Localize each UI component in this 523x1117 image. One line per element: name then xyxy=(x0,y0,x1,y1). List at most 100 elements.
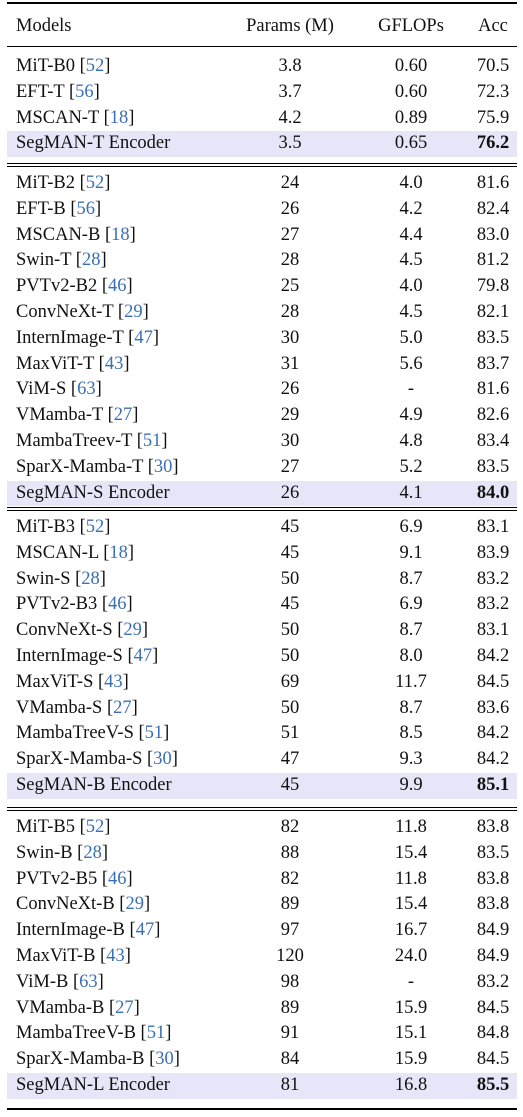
bottom-rule xyxy=(7,1108,517,1110)
acc-cell: 84.5 xyxy=(476,1049,510,1070)
table-row: InternImage-T [47] 30 5.0 83.5 xyxy=(7,326,517,352)
model-cell: SparX-Mamba-S [30] xyxy=(16,749,178,770)
citation-link[interactable]: 52 xyxy=(85,173,105,193)
citation-link[interactable]: 52 xyxy=(85,517,105,537)
gflops-cell: 9.3 xyxy=(399,749,423,770)
gflops-cell: 4.5 xyxy=(399,302,423,322)
citation-link[interactable]: 63 xyxy=(77,379,96,400)
citation-link[interactable]: 29 xyxy=(125,894,144,915)
citation-link[interactable]: 51 xyxy=(146,1023,166,1044)
params-cell: 3.8 xyxy=(278,56,302,76)
citation-link[interactable]: 46 xyxy=(108,594,127,615)
params-cell: 31 xyxy=(280,353,300,374)
model-name: MambaTreeV-B xyxy=(16,1023,136,1044)
gflops-cell: 24.0 xyxy=(394,946,428,966)
header-models: Models xyxy=(16,16,72,36)
acc-cell: 84.2 xyxy=(476,723,510,744)
citation-link[interactable]: 51 xyxy=(142,431,162,451)
table-row: EFT-B [56] 26 4.2 82.4 xyxy=(7,197,517,223)
citation-link[interactable]: 29 xyxy=(123,620,142,641)
citation-link[interactable]: 51 xyxy=(144,723,164,744)
gflops-cell: 15.9 xyxy=(394,1049,428,1070)
table-row: SegMAN-L Encoder 81 16.8 85.5 xyxy=(7,1073,517,1099)
citation-link[interactable]: 30 xyxy=(153,456,173,477)
table-row: ViM-S [63] 26 - 81.6 xyxy=(7,377,517,403)
citation-link[interactable]: 18 xyxy=(111,224,130,245)
model-cell: MaxViT-T [43] xyxy=(16,353,130,374)
model-cell: SegMAN-L Encoder xyxy=(16,1073,170,1099)
model-cell: PVTv2-B3 [46] xyxy=(16,594,133,615)
model-cell: MambaTreeV-S [51] xyxy=(16,723,170,744)
acc-cell: 83.6 xyxy=(476,697,510,718)
citation-link[interactable]: 27 xyxy=(113,697,132,718)
params-cell: 98 xyxy=(280,971,300,992)
citation-link[interactable]: 28 xyxy=(81,568,100,589)
top-rule xyxy=(7,2,517,4)
model-cell: InternImage-B [47] xyxy=(16,920,161,941)
model-cell: PVTv2-B2 [46] xyxy=(16,276,133,297)
citation-link[interactable]: 47 xyxy=(133,646,153,666)
model-name: SegMAN-S Encoder xyxy=(16,482,170,503)
citation-link[interactable]: 18 xyxy=(109,107,129,128)
params-cell: 91 xyxy=(280,1023,300,1044)
citation-link[interactable]: 63 xyxy=(79,971,98,992)
acc-cell: 83.9 xyxy=(476,542,510,563)
gflops-cell: 15.4 xyxy=(394,842,428,863)
model-cell: InternImage-T [47] xyxy=(16,327,159,348)
citation-link[interactable]: 52 xyxy=(85,817,105,837)
params-cell: 45 xyxy=(280,542,300,563)
table-row: MaxViT-S [43] 69 11.7 84.5 xyxy=(7,670,517,696)
citation-link[interactable]: 43 xyxy=(106,946,125,966)
model-cell: ViM-S [63] xyxy=(16,379,102,400)
citation-link[interactable]: 27 xyxy=(113,405,133,426)
header-gflops: GFLOPs xyxy=(378,16,444,36)
model-cell: VMamba-T [27] xyxy=(16,405,139,426)
group-rule xyxy=(7,507,517,508)
gflops-cell: 4.0 xyxy=(399,276,423,297)
gflops-cell: 9.1 xyxy=(399,542,423,563)
header-params: Params (M) xyxy=(246,16,334,36)
gflops-cell: 5.6 xyxy=(399,353,423,374)
params-cell: 51 xyxy=(280,723,300,744)
citation-link[interactable]: 28 xyxy=(81,250,101,271)
model-cell: SegMAN-B Encoder xyxy=(16,773,172,799)
citation-link[interactable]: 46 xyxy=(108,868,127,889)
model-name: Swin-B xyxy=(16,842,73,863)
gflops-cell: 4.5 xyxy=(399,250,423,271)
citation-link[interactable]: 29 xyxy=(124,302,143,322)
citation-link[interactable]: 56 xyxy=(76,198,96,219)
citation-link[interactable]: 52 xyxy=(85,56,105,76)
citation-link[interactable]: 47 xyxy=(134,327,153,348)
table-row: Swin-T [28] 28 4.5 81.2 xyxy=(7,248,517,274)
citation-link[interactable]: 18 xyxy=(109,542,128,563)
citation-link[interactable]: 56 xyxy=(75,81,94,102)
gflops-cell: 15.4 xyxy=(394,894,428,915)
params-cell: 81 xyxy=(280,1075,300,1095)
model-name: MiT-B5 xyxy=(16,817,75,837)
params-cell: 4.2 xyxy=(278,107,302,128)
gflops-cell: 5.0 xyxy=(399,327,423,348)
citation-link[interactable]: 30 xyxy=(155,1049,174,1070)
citation-link[interactable]: 27 xyxy=(115,997,134,1018)
acc-cell: 75.9 xyxy=(476,107,510,128)
table-row: MaxViT-B [43] 120 24.0 84.9 xyxy=(7,944,517,970)
model-cell: MiT-B5 [52] xyxy=(16,817,111,837)
params-cell: 26 xyxy=(280,379,300,400)
citation-link[interactable]: 28 xyxy=(83,842,102,863)
group-rule xyxy=(7,510,517,511)
citation-link[interactable]: 47 xyxy=(135,920,155,941)
acc-cell: 81.2 xyxy=(476,250,510,271)
params-cell: 45 xyxy=(280,517,300,537)
model-name: SparX-Mamba-T xyxy=(16,456,144,477)
citation-link[interactable]: 30 xyxy=(153,749,172,770)
model-cell: MambaTreeV-B [51] xyxy=(16,1023,172,1044)
citation-link[interactable]: 43 xyxy=(104,671,123,692)
gflops-cell: 0.60 xyxy=(394,56,428,76)
model-name: EFT-T xyxy=(16,81,65,102)
citation-link[interactable]: 46 xyxy=(108,276,127,297)
acc-cell: 84.8 xyxy=(476,1023,510,1044)
citation-link[interactable]: 43 xyxy=(104,353,124,374)
params-cell: 50 xyxy=(280,620,300,641)
model-cell: MSCAN-B [18] xyxy=(16,224,136,245)
group-rule xyxy=(7,807,517,808)
